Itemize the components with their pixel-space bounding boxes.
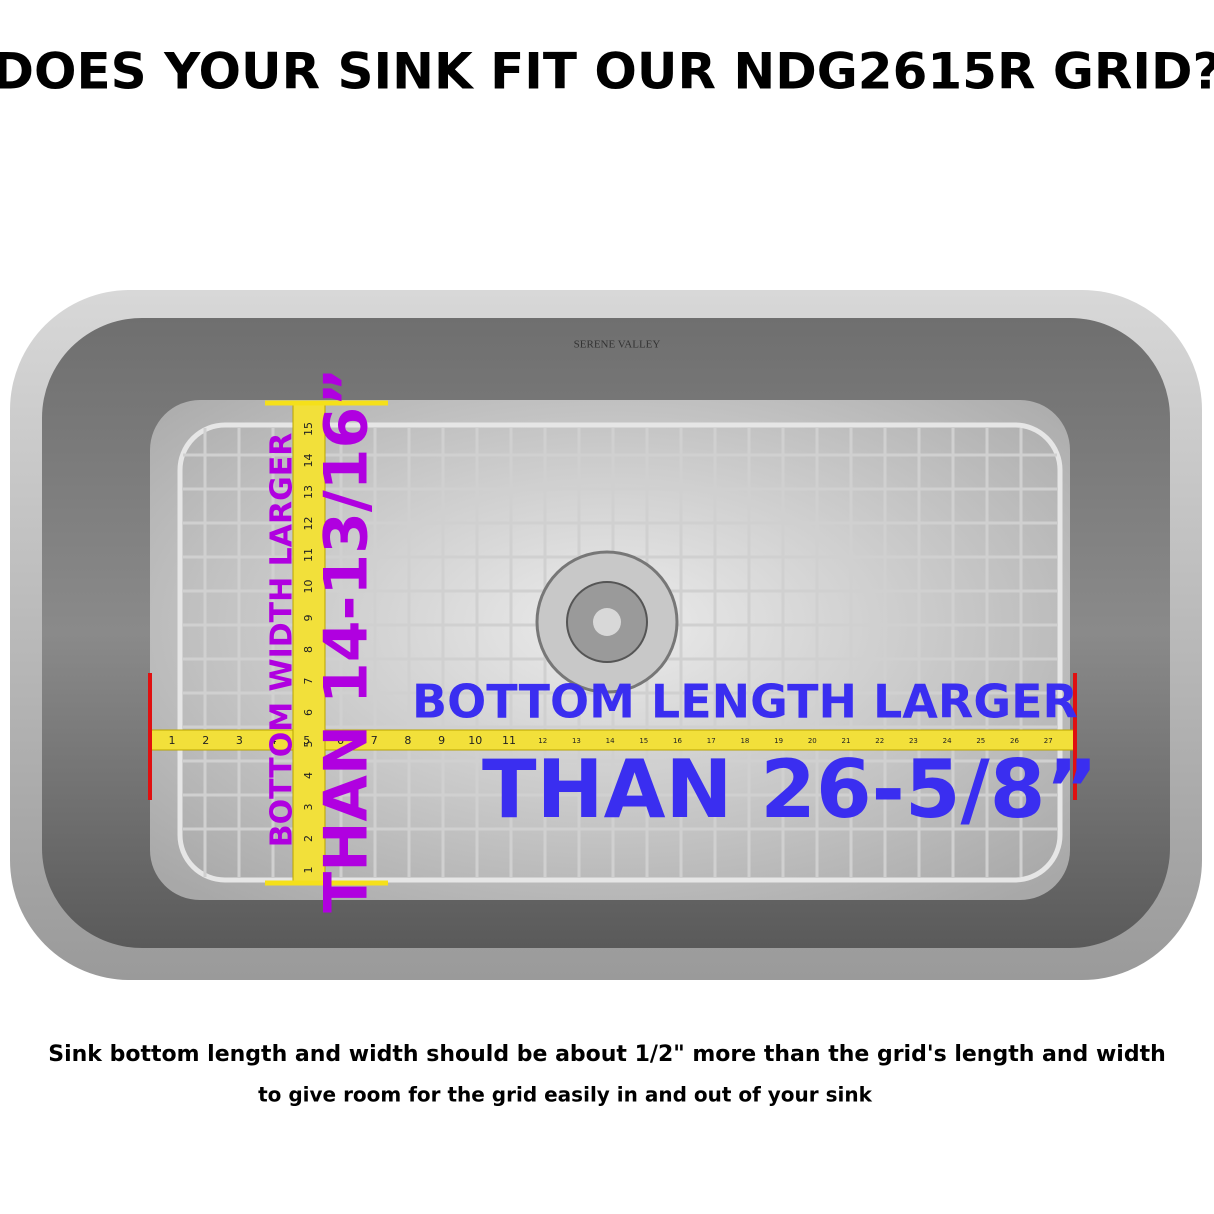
tape-number: 8	[302, 646, 315, 653]
tape-number: 2	[302, 835, 315, 842]
tape-number: 8	[404, 734, 411, 747]
tape-number: 3	[302, 804, 315, 811]
tape-number: 6	[302, 709, 315, 716]
tape-number: 15	[639, 737, 648, 745]
tape-number: 24	[943, 737, 952, 745]
tape-number: 21	[842, 737, 851, 745]
tape-number: 18	[740, 737, 749, 745]
tape-number: 13	[302, 485, 315, 499]
tape-number: 2	[202, 734, 209, 747]
tape-number: 13	[572, 737, 581, 745]
tape-number: 9	[438, 734, 445, 747]
tape-number: 16	[673, 737, 682, 745]
tape-number: 9	[302, 615, 315, 622]
tape-number: 27	[1044, 737, 1053, 745]
footer-note: Sink bottom length and width should be a…	[48, 1042, 1166, 1067]
tape-number: 6	[337, 734, 344, 747]
tape-number: 12	[302, 517, 315, 531]
width-label: THAN 14-13/16”	[312, 367, 382, 912]
tape-number: 25	[976, 737, 985, 745]
tape-number: 10	[302, 580, 315, 594]
tape-number: 15	[302, 422, 315, 436]
tape-number: 7	[302, 678, 315, 685]
tape-number: 17	[707, 737, 716, 745]
tape-number: 14	[302, 454, 315, 468]
tape-number: 4	[302, 772, 315, 779]
length-label: BOTTOM LENGTH LARGER	[412, 675, 1078, 729]
tape-number: 5	[303, 734, 310, 747]
length-label: THAN 26-5/8”	[482, 743, 1098, 836]
tape-number: 22	[875, 737, 884, 745]
tape-number: 11	[502, 734, 516, 747]
tape-number: 1	[169, 734, 176, 747]
footer-note: to give room for the grid easily in and …	[258, 1083, 873, 1107]
tape-number: 12	[538, 737, 547, 745]
tape-number: 19	[774, 737, 783, 745]
title: DOES YOUR SINK FIT OUR NDG2615R GRID?	[0, 43, 1214, 101]
brand: SERENE VALLEY	[574, 339, 661, 351]
tape-number: 10	[468, 734, 482, 747]
tape-number: 26	[1010, 737, 1019, 745]
width-label: BOTTOM WIDTH LARGER	[265, 433, 300, 848]
tape-number: 4	[270, 734, 277, 747]
tape-number: 14	[606, 737, 615, 745]
drain-center	[593, 608, 621, 636]
tape-number: 5	[302, 741, 315, 748]
tape-number: 7	[371, 734, 378, 747]
tape-number: 1	[302, 867, 315, 874]
tape-number: 23	[909, 737, 918, 745]
tape-number: 20	[808, 737, 817, 745]
tape-number: 11	[302, 548, 315, 562]
tape-number: 3	[236, 734, 243, 747]
